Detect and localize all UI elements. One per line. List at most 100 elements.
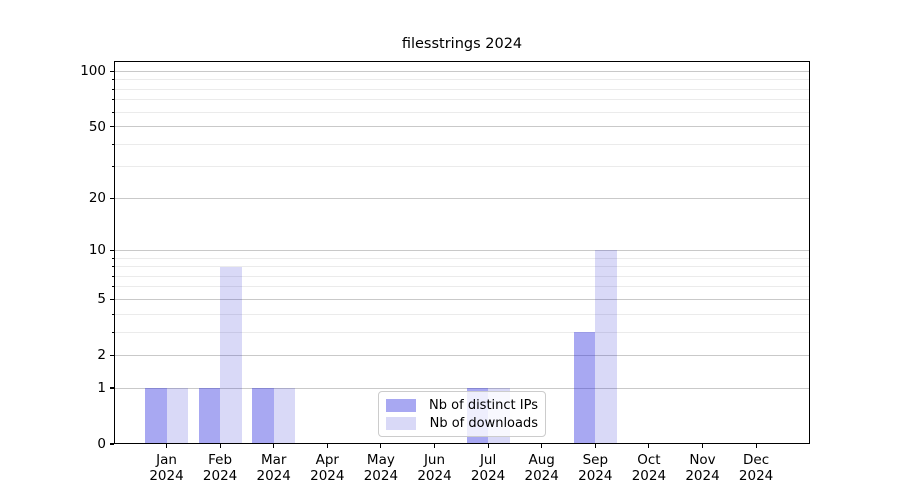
x-tick-month: Feb — [208, 452, 233, 468]
y-minor-tick-mark — [111, 275, 114, 277]
gridline-minor — [114, 166, 810, 168]
x-tick-mark — [165, 444, 168, 448]
y-minor-tick-mark — [111, 313, 114, 315]
x-tick-year: 2024 — [310, 468, 345, 484]
gridline-minor — [114, 331, 810, 333]
bar — [198, 388, 221, 444]
gridline-minor — [114, 79, 810, 81]
x-tick-mark — [219, 444, 221, 448]
x-tick-month: Jan — [156, 452, 177, 468]
y-tick-mark — [109, 249, 114, 252]
bar — [145, 388, 167, 444]
y-minor-tick-mark — [111, 331, 114, 333]
x-tick-year: 2024 — [524, 468, 559, 484]
x-tick-label: Apr 2024 — [287, 452, 367, 484]
x-tick-year: 2024 — [149, 468, 184, 484]
gridline-major — [114, 70, 810, 72]
y-minor-tick-mark — [111, 99, 114, 101]
gridline-minor — [114, 143, 810, 145]
legend: Nb of distinct IPs Nb of downloads — [378, 391, 546, 437]
plot-area — [114, 61, 810, 444]
gridline-major — [114, 197, 810, 199]
x-tick-mark — [326, 444, 328, 448]
x-tick-month: Dec — [743, 452, 770, 468]
x-tick-label: Aug 2024 — [502, 452, 582, 484]
x-tick-year: 2024 — [417, 468, 452, 484]
x-tick-label: Dec 2024 — [716, 452, 796, 484]
gridline-minor — [114, 99, 810, 101]
gridline-major — [114, 354, 810, 356]
y-tick-mark — [109, 387, 114, 389]
x-tick-label: Oct 2024 — [609, 452, 689, 484]
x-tick-month: May — [366, 452, 395, 468]
y-minor-tick-mark — [111, 79, 114, 81]
gridline-minor — [114, 313, 810, 315]
x-tick-year: 2024 — [470, 468, 506, 484]
y-tick-mark — [109, 70, 114, 73]
x-tick-mark — [541, 444, 543, 448]
y-tick-mark — [109, 197, 114, 199]
gridline-minor — [114, 286, 810, 288]
x-tick-mark — [433, 444, 436, 448]
legend-item: Nb of distinct IPs — [386, 398, 538, 413]
legend-label: Nb of distinct IPs — [429, 397, 538, 413]
y-tick-mark — [109, 126, 114, 128]
x-tick-year: 2024 — [738, 468, 774, 484]
x-tick-label: Sep 2024 — [555, 452, 635, 484]
y-minor-tick-mark — [111, 286, 114, 288]
x-tick-mark — [594, 444, 596, 448]
bar — [252, 388, 274, 444]
y-minor-tick-mark — [111, 266, 114, 268]
x-tick-month: Nov — [689, 452, 716, 468]
x-tick-label: Nov 2024 — [663, 452, 743, 484]
y-tick-label: 1 — [97, 380, 106, 397]
x-tick-mark — [273, 444, 275, 448]
gridline-minor — [114, 111, 810, 113]
x-tick-month: Aug — [528, 452, 555, 468]
gridline-minor — [114, 266, 810, 268]
y-tick-mark — [109, 443, 114, 445]
y-tick-label: 2 — [97, 347, 106, 364]
y-minor-tick-mark — [111, 111, 114, 113]
y-tick-label: 0 — [97, 436, 106, 452]
x-tick-label: Jan 2024 — [127, 452, 207, 484]
chart-title: filesstrings 2024 — [401, 36, 523, 52]
y-minor-tick-mark — [111, 88, 114, 90]
legend-swatch — [386, 398, 416, 412]
bar — [273, 388, 296, 444]
gridline-major — [114, 387, 810, 389]
gridline-major — [114, 249, 810, 251]
x-tick-year: 2024 — [631, 468, 667, 484]
y-tick-label: 20 — [88, 190, 106, 207]
x-tick-month: Sep — [582, 452, 609, 468]
gridline-minor — [114, 88, 810, 90]
y-tick-label: 10 — [88, 242, 106, 259]
y-minor-tick-mark — [111, 166, 114, 168]
x-tick-label: Jun 2024 — [395, 452, 475, 484]
x-tick-month: Apr — [315, 452, 339, 468]
bar — [595, 250, 617, 444]
x-tick-year: 2024 — [363, 468, 399, 484]
x-tick-year: 2024 — [256, 468, 291, 484]
x-tick-label: Jul 2024 — [448, 452, 528, 484]
x-tick-month: Jun — [423, 452, 446, 468]
bar — [220, 266, 242, 444]
x-tick-mark — [755, 444, 757, 448]
legend-item: Nb of downloads — [386, 416, 538, 431]
x-tick-month: Jul — [479, 452, 497, 468]
y-tick-label: 100 — [80, 63, 106, 80]
x-tick-month: Mar — [260, 452, 287, 468]
x-tick-mark — [701, 444, 704, 448]
gridline-minor — [114, 257, 810, 259]
y-minor-tick-mark — [111, 143, 114, 145]
x-tick-year: 2024 — [578, 468, 613, 484]
y-tick-mark — [109, 298, 114, 300]
x-tick-label: Mar 2024 — [234, 452, 314, 484]
x-tick-month: Oct — [637, 452, 661, 468]
bar — [573, 332, 596, 444]
x-tick-label: Feb 2024 — [180, 452, 260, 484]
x-tick-label: May 2024 — [341, 452, 421, 484]
x-tick-mark — [648, 444, 650, 448]
legend-label: Nb of downloads — [429, 415, 538, 431]
